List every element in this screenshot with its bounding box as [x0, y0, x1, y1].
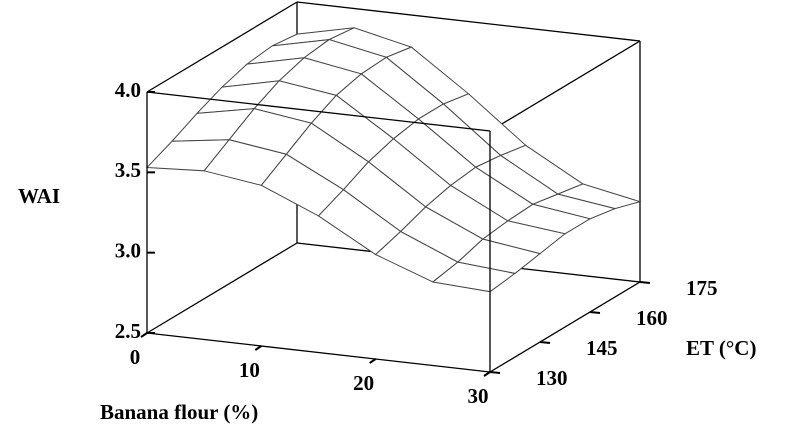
y-tick-label: 145: [586, 336, 618, 360]
y-tick: [639, 281, 651, 284]
z-tick-label: 3.0: [115, 238, 141, 262]
x-tick-label: 30: [468, 384, 489, 408]
x-tick-label: 0: [130, 345, 141, 369]
box-edge: [489, 40, 641, 132]
y-tick: [589, 311, 601, 314]
x-tick: [140, 332, 148, 338]
x-tick-label: 20: [353, 371, 374, 395]
box-edge: [146, 242, 298, 334]
y-axis-label: ET (°C): [686, 336, 756, 360]
y-tick-label: 130: [536, 366, 568, 390]
y-tick: [489, 371, 501, 374]
y-tick: [539, 341, 551, 344]
surface-cell: [431, 261, 517, 293]
y-tick-label: 175: [686, 276, 718, 300]
box-edge: [296, 1, 641, 42]
x-axis-label: Banana flour (%): [100, 400, 258, 424]
z-tick-label: 4.0: [115, 78, 141, 102]
x-tick: [254, 345, 262, 351]
x-tick: [483, 371, 491, 377]
y-tick-label: 160: [636, 306, 668, 330]
x-tick: [369, 358, 377, 364]
x-tick-label: 10: [239, 358, 260, 382]
z-tick-label: 3.5: [115, 158, 141, 182]
box-edge: [146, 91, 491, 132]
box-edge: [146, 1, 298, 93]
z-tick-label: 2.5: [115, 319, 141, 343]
z-axis-label: WAI: [18, 184, 60, 208]
box-edge: [489, 281, 641, 373]
box-edge: [146, 332, 491, 373]
